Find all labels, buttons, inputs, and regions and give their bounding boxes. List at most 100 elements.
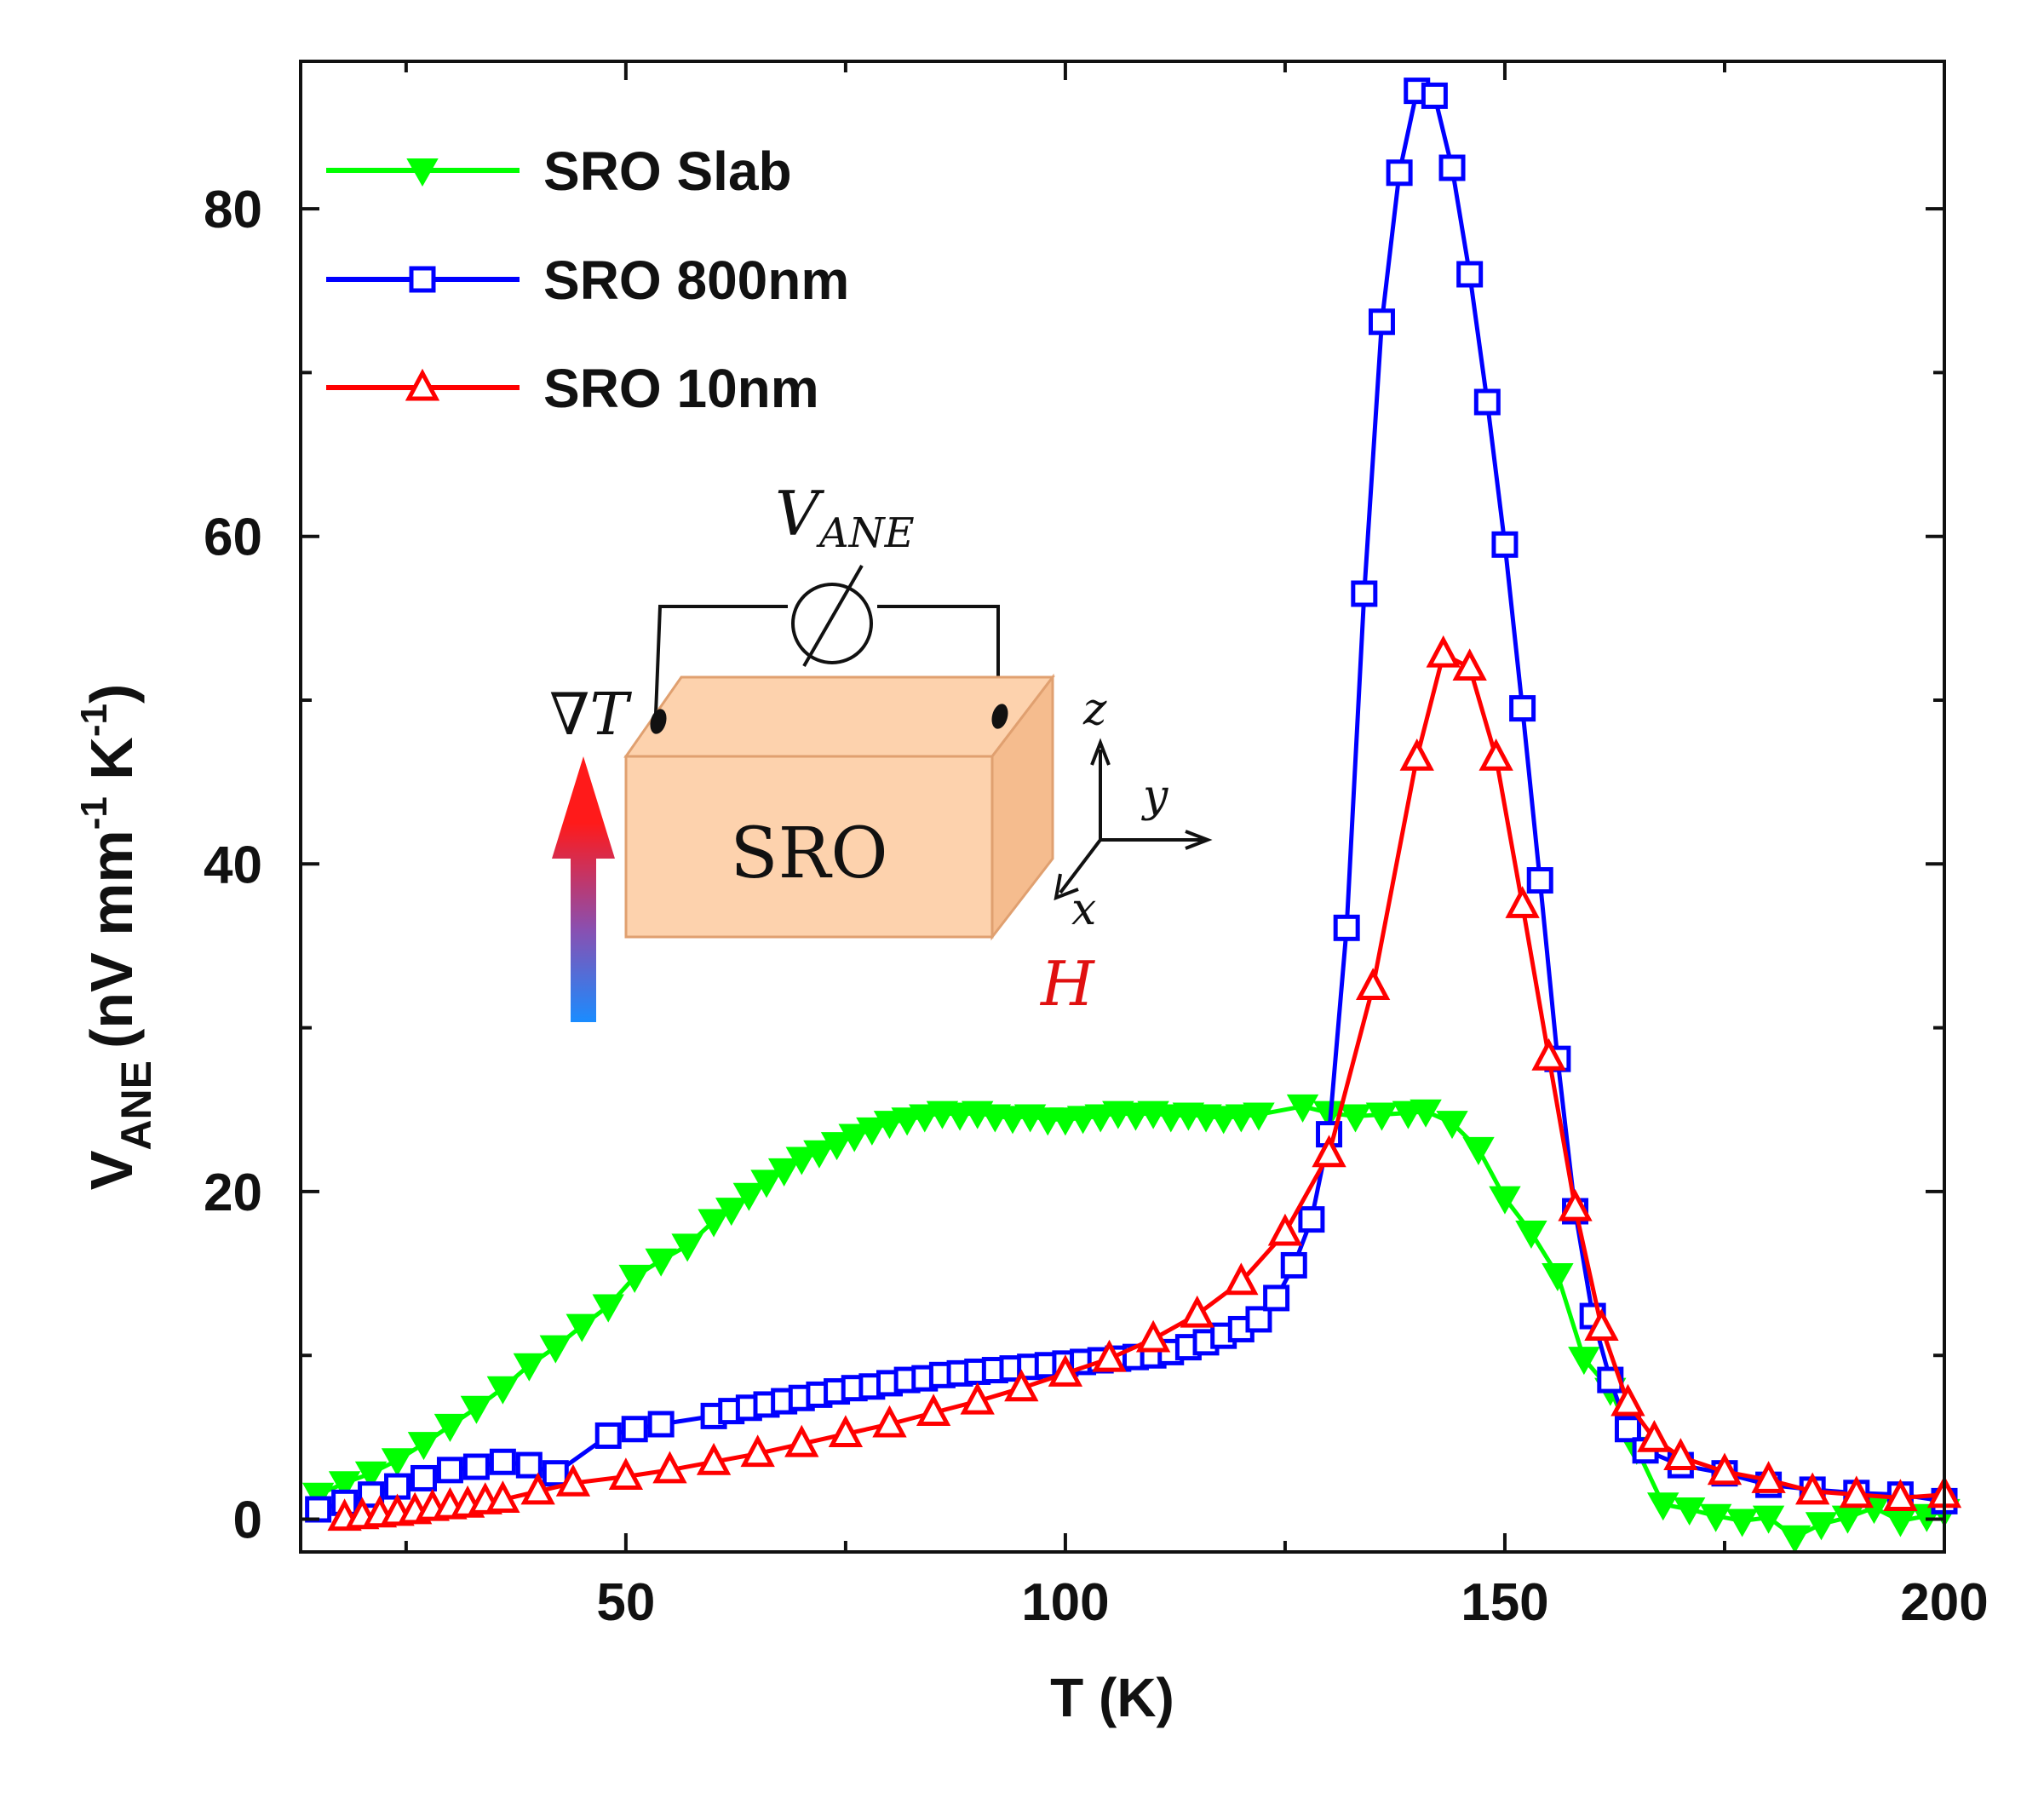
data-point-sro-slab [767, 1158, 801, 1187]
data-point-sro-10nm [1584, 1308, 1619, 1342]
legend-marker [405, 368, 440, 401]
data-point-sro-slab [539, 1335, 572, 1364]
data-point-sro-slab [820, 1132, 853, 1161]
y-axis-label-exp2: -1 [73, 704, 115, 737]
data-point-sro-800nm [436, 1457, 463, 1484]
data-point-sro-800nm [542, 1460, 569, 1487]
data-point-sro-slab [1542, 1263, 1574, 1292]
voltmeter-wire [654, 605, 1000, 715]
inset-schematic: VANE SRO ∇T z y x [549, 478, 1213, 1022]
data-point-sro-10nm [1312, 1135, 1346, 1168]
data-point-sro-10nm [608, 1457, 644, 1491]
data-point-sro-slab [803, 1140, 835, 1169]
data-point-sro-10nm [1180, 1295, 1214, 1328]
data-point-sro-slab [1410, 1099, 1442, 1128]
legend-marker [406, 158, 439, 187]
legend-marker [409, 266, 436, 293]
data-point-sro-slab [1647, 1492, 1679, 1521]
axes-layer: 50 100 150 200 0 20 40 60 80 [204, 60, 1989, 1632]
data-point-sro-10nm [872, 1405, 907, 1438]
data-point-sro-800nm [1333, 914, 1360, 941]
data-point-sro-slab [1339, 1104, 1372, 1133]
x-tick-label: 150 [1461, 1573, 1548, 1632]
y-axis-label-close: ) [78, 684, 145, 704]
data-point-sro-800nm [305, 1496, 332, 1523]
data-point-sro-slab [1778, 1525, 1811, 1554]
x-tick-label: 100 [1021, 1573, 1109, 1632]
data-point-sro-800nm [1421, 82, 1448, 109]
data-point-sro-slab [1489, 1186, 1521, 1215]
data-point-sro-10nm [1663, 1438, 1698, 1470]
data-point-sro-10nm [740, 1434, 775, 1468]
sample-label: SRO [730, 813, 887, 894]
data-point-sro-slab [1243, 1102, 1275, 1131]
data-point-sro-slab [750, 1169, 783, 1198]
data-point-sro-800nm [1473, 388, 1501, 416]
data-point-sro-800nm [1298, 1206, 1325, 1233]
data-point-sro-800nm [1614, 1416, 1641, 1443]
data-point-sro-slab [1884, 1509, 1917, 1537]
legend: SRO Slab SRO 800nm SRO 10nm [326, 141, 849, 419]
data-point-sro-800nm [1526, 867, 1553, 894]
y-axis-label-k: K [78, 737, 145, 796]
data-point-sro-10nm [1048, 1354, 1083, 1387]
legend-item-sro-slab: SRO Slab [326, 141, 792, 202]
y-tick-label: 40 [204, 836, 262, 894]
data-point-sro-800nm [410, 1464, 437, 1491]
data-point-sro-slab [1752, 1505, 1785, 1534]
data-point-sro-10nm [485, 1480, 520, 1513]
data-point-sro-800nm [594, 1422, 622, 1449]
data-point-sro-10nm [1224, 1262, 1259, 1296]
y-axis-label-sub: ANE [112, 1060, 160, 1151]
data-point-sro-10nm [1004, 1369, 1039, 1402]
legend-label: SRO Slab [543, 141, 792, 202]
data-point-sro-slab [618, 1264, 651, 1293]
data-point-sro-slab [1436, 1111, 1468, 1140]
data-point-sro-10nm [1452, 648, 1487, 681]
data-point-sro-slab [354, 1461, 388, 1490]
data-point-sro-slab [460, 1395, 493, 1424]
data-point-sro-slab [732, 1182, 766, 1211]
data-point-sro-800nm [1245, 1306, 1272, 1333]
data-point-sro-slab [873, 1111, 906, 1140]
data-point-sro-slab [838, 1123, 870, 1152]
voltmeter-circle [791, 583, 873, 664]
data-point-sro-slab [1568, 1347, 1600, 1376]
coordinate-axes [1054, 738, 1213, 901]
data-point-sro-10nm [1426, 635, 1461, 668]
voltmeter-label: VANE [775, 478, 915, 557]
legend-item-sro-10nm: SRO 10nm [326, 358, 819, 419]
legend-item-sro-800nm: SRO 800nm [326, 250, 849, 311]
field-label: H [1039, 948, 1095, 1020]
data-point-sro-800nm [647, 1411, 675, 1438]
data-point-sro-800nm [1509, 695, 1536, 722]
voltmeter-needle [802, 565, 864, 667]
series-sro-10nm [327, 635, 1962, 1532]
data-point-sro-800nm [489, 1448, 516, 1475]
data-point-sro-800nm [1263, 1284, 1290, 1312]
data-point-sro-slab [1286, 1094, 1319, 1123]
temperature-gradient-arrow [552, 756, 615, 1022]
data-point-sro-800nm [1386, 159, 1413, 187]
data-point-sro-slab [407, 1432, 440, 1461]
data-point-sro-slab [328, 1471, 361, 1500]
data-point-sro-10nm [1707, 1452, 1743, 1486]
data-point-sro-slab [486, 1376, 520, 1405]
data-point-sro-10nm [1558, 1188, 1593, 1221]
data-point-sro-10nm [652, 1451, 687, 1484]
x-tick-label: 200 [1900, 1573, 1988, 1632]
data-point-sro-slab [909, 1104, 941, 1133]
data-point-sro-slab [592, 1294, 624, 1323]
data-point-sro-slab [715, 1198, 748, 1227]
sample-block-top [623, 675, 1056, 758]
contact-left [650, 709, 667, 734]
data-point-sro-10nm [1092, 1339, 1127, 1372]
y-axis-label-exp1: -1 [73, 796, 115, 830]
axis-x-label: x [1071, 884, 1096, 935]
y-axis-label-units: (nV mm [78, 830, 145, 1049]
plot-frame [299, 60, 1946, 1554]
y-tick-label: 80 [204, 181, 262, 239]
data-point-sro-slab [671, 1233, 703, 1262]
data-point-sro-10nm [696, 1442, 732, 1475]
data-point-sro-10nm [1135, 1319, 1171, 1353]
